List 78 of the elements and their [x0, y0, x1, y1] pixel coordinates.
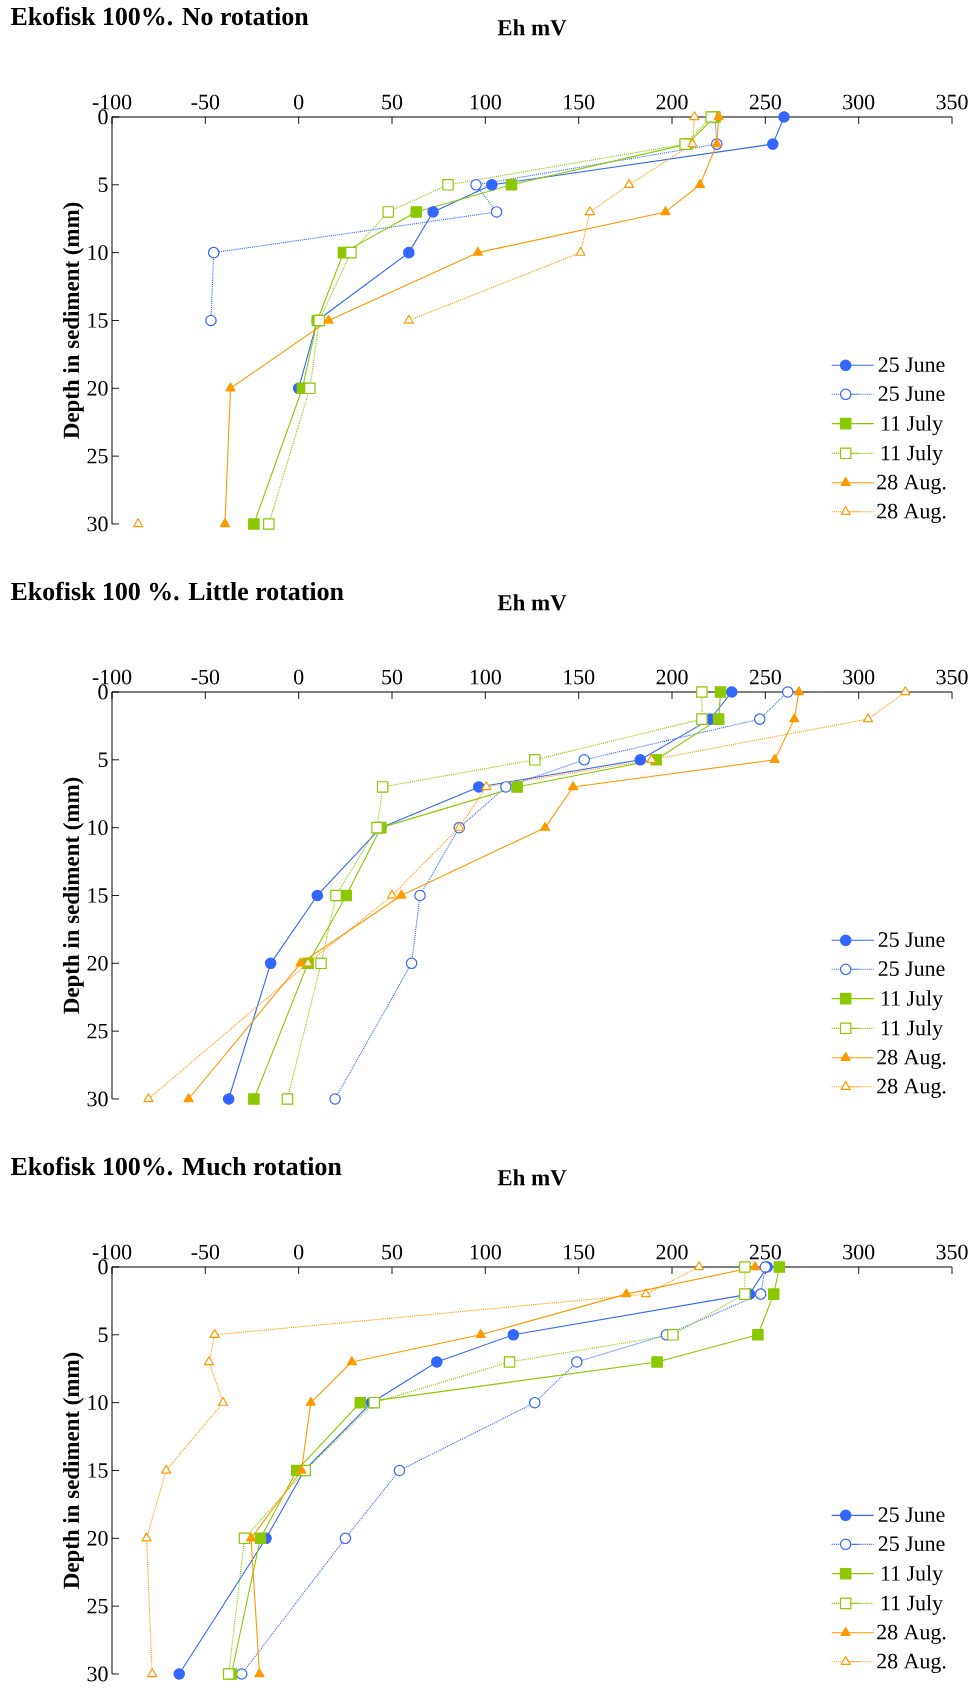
- x-tick-label: 350: [936, 669, 968, 685]
- y-tick-label: 20: [87, 1530, 108, 1546]
- chart-title: Ekofisk 100%. No rotation: [10, 6, 309, 26]
- x-tick-label: 50: [382, 669, 403, 685]
- legend-label: 28 Aug.: [877, 503, 946, 524]
- x-tick-label: 0: [294, 1244, 304, 1260]
- legend-label: 25 June: [878, 357, 945, 373]
- y-tick-label: 25: [87, 448, 108, 464]
- legend-label: 28 Aug.: [877, 1078, 946, 1099]
- y-tick-label: 5: [98, 177, 108, 193]
- x-tick-label: -50: [191, 94, 220, 110]
- x-tick-label: 100: [470, 94, 501, 110]
- x-tick-label: 300: [843, 1244, 875, 1260]
- x-axis-title: Eh mV: [497, 19, 567, 36]
- legend-label: 11 July: [881, 444, 943, 465]
- y-axis-title: Depth in sediment (mm): [62, 777, 84, 1014]
- x-tick-label: 200: [656, 669, 688, 685]
- y-tick-label: 25: [87, 1023, 108, 1039]
- x-tick-label: 50: [382, 1244, 403, 1260]
- chart-title: Ekofisk 100%. Much rotation: [10, 1156, 342, 1176]
- legend-label: 11 July: [881, 1019, 943, 1040]
- x-tick-label: 300: [843, 669, 875, 685]
- y-axis-title: Depth in sediment (mm): [62, 1352, 84, 1589]
- x-tick-label: -50: [191, 669, 220, 685]
- y-tick-label: 5: [98, 752, 108, 768]
- legend-label: 28 Aug.: [877, 1624, 946, 1644]
- legend-label: 25 June: [878, 961, 945, 977]
- y-tick-label: 10: [88, 1395, 108, 1411]
- y-tick-label: 15: [88, 1463, 108, 1478]
- x-tick-label: -100: [92, 1244, 132, 1260]
- legend-label: 11 July: [881, 415, 943, 436]
- x-tick-label: 350: [936, 1244, 968, 1260]
- y-tick-label: 20: [87, 380, 108, 396]
- x-tick-label: 350: [936, 94, 968, 110]
- x-tick-label: 250: [749, 94, 781, 110]
- x-tick-label: 150: [564, 94, 595, 110]
- x-tick-label: 200: [656, 1244, 688, 1260]
- x-tick-label: 100: [470, 1244, 501, 1260]
- x-tick-label: 0: [294, 94, 304, 110]
- x-tick-label: 0: [294, 669, 304, 685]
- legend-label: 28 Aug.: [877, 474, 946, 494]
- legend-label: 25 June: [878, 386, 945, 402]
- legend-label: 25 June: [878, 1536, 945, 1552]
- x-tick-label: 100: [470, 669, 501, 685]
- y-tick-label: 10: [88, 820, 108, 836]
- y-tick-label: 15: [88, 888, 108, 903]
- y-tick-label: 30: [87, 1091, 108, 1107]
- y-tick-label: 20: [87, 955, 108, 971]
- y-tick-label: 0: [98, 1259, 108, 1275]
- x-tick-label: -50: [191, 1244, 220, 1260]
- x-tick-label: 250: [749, 669, 781, 685]
- legend-label: 25 June: [878, 932, 945, 948]
- legend-label: 11 July: [881, 1595, 943, 1615]
- x-tick-label: -100: [92, 669, 132, 685]
- chart-title: Ekofisk 100 %. Little rotation: [10, 581, 344, 601]
- y-tick-label: 0: [98, 109, 108, 125]
- legend-label: 11 July: [881, 990, 943, 1011]
- y-tick-label: 10: [88, 245, 108, 261]
- y-tick-label: 0: [98, 684, 108, 700]
- x-tick-label: 200: [656, 94, 688, 110]
- x-tick-label: 250: [749, 1244, 781, 1260]
- legend-label: 28 Aug.: [877, 1653, 946, 1674]
- y-tick-label: 25: [87, 1598, 108, 1614]
- legend-label: 11 July: [881, 1565, 943, 1586]
- x-tick-label: 300: [843, 94, 875, 110]
- y-axis-title: Depth in sediment (mm): [62, 202, 84, 439]
- legend-label: 28 Aug.: [877, 1049, 946, 1069]
- x-tick-label: 150: [564, 669, 595, 685]
- x-tick-label: 150: [564, 1244, 595, 1260]
- y-tick-label: 15: [88, 313, 108, 328]
- x-tick-label: 50: [382, 94, 403, 110]
- x-tick-label: -100: [92, 94, 132, 110]
- y-tick-label: 30: [87, 516, 108, 532]
- legend-label: 25 June: [878, 1507, 945, 1523]
- y-tick-label: 5: [98, 1327, 108, 1343]
- x-axis-title: Eh mV: [497, 1169, 567, 1186]
- x-axis-title: Eh mV: [497, 594, 567, 611]
- y-tick-label: 30: [87, 1666, 108, 1682]
